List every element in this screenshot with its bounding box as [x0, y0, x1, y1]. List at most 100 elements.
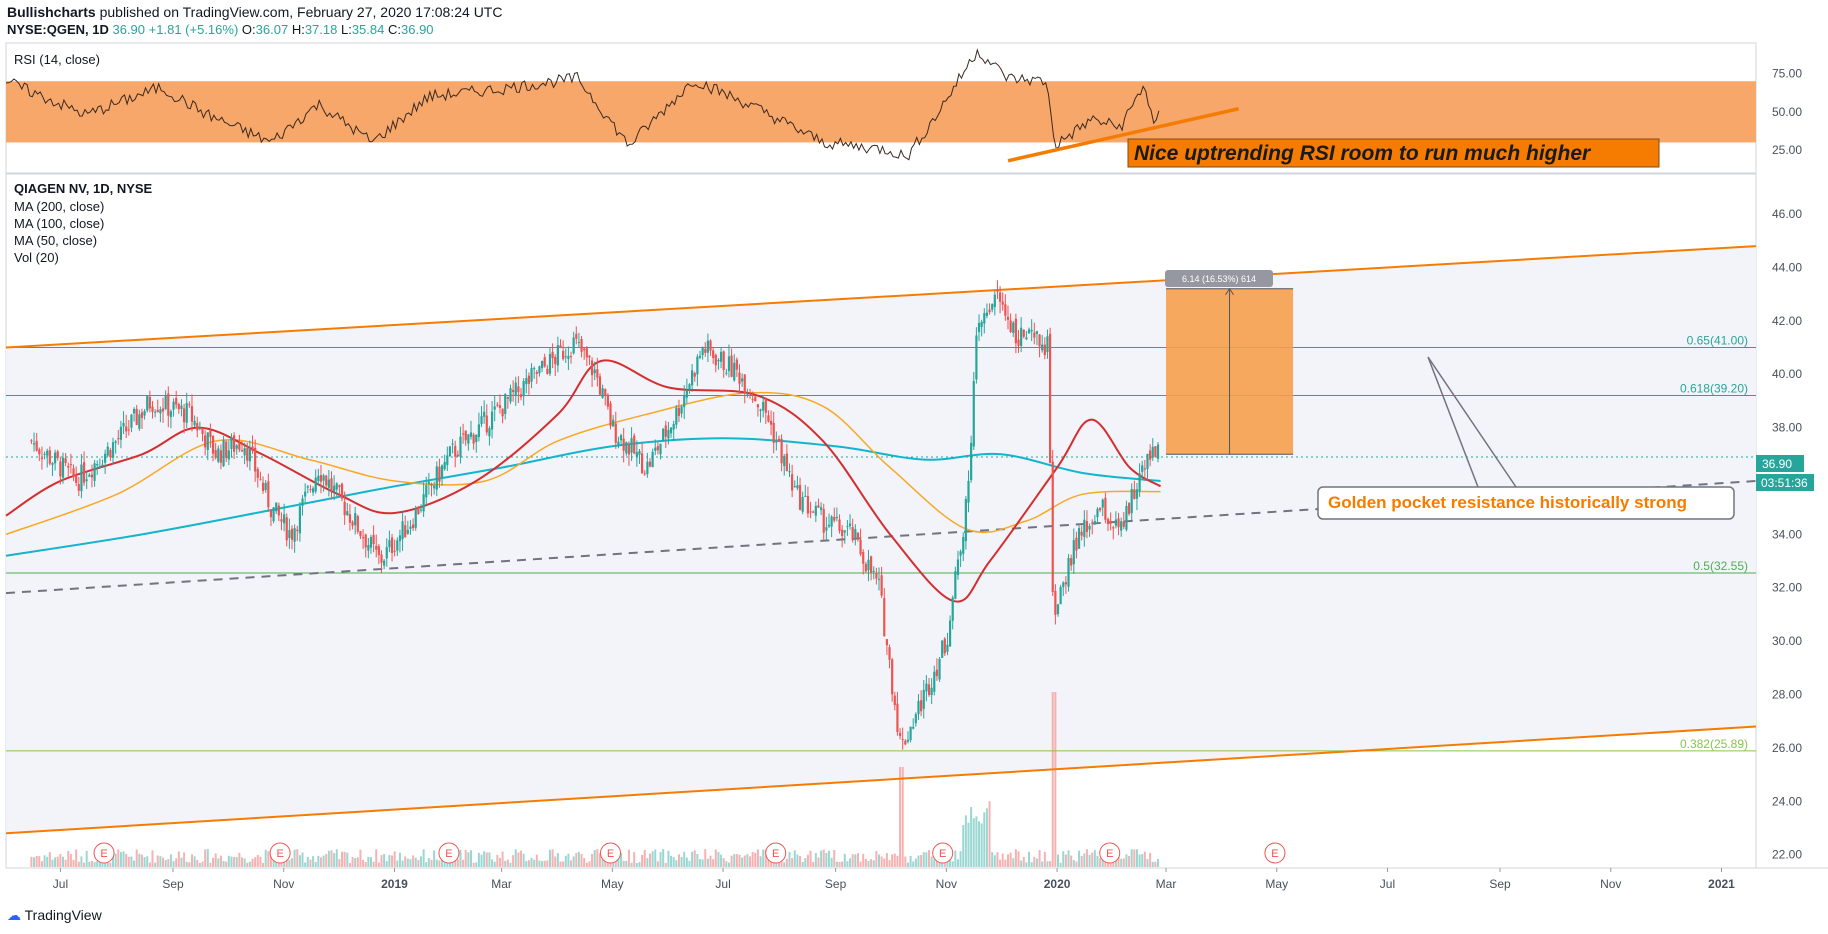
- candle-body[interactable]: [698, 355, 702, 358]
- candle-body[interactable]: [772, 422, 775, 443]
- candle-body[interactable]: [383, 560, 386, 566]
- candle-body[interactable]: [719, 351, 723, 362]
- candle-body[interactable]: [483, 411, 486, 417]
- candle-body[interactable]: [1056, 604, 1060, 614]
- candle-body[interactable]: [1093, 521, 1096, 525]
- candle-body[interactable]: [56, 451, 59, 458]
- candle-body[interactable]: [925, 683, 928, 692]
- candle-body[interactable]: [1062, 582, 1065, 588]
- candle-body[interactable]: [1109, 520, 1112, 524]
- candle-body[interactable]: [938, 658, 941, 680]
- candle-body[interactable]: [827, 524, 831, 527]
- candle-body[interactable]: [438, 466, 441, 482]
- candle-body[interactable]: [756, 404, 760, 408]
- candle-body[interactable]: [712, 350, 715, 358]
- candle-body[interactable]: [562, 350, 565, 360]
- candle-body[interactable]: [904, 740, 907, 745]
- candle-body[interactable]: [701, 348, 704, 356]
- candle-body[interactable]: [1046, 336, 1049, 353]
- candle-body[interactable]: [967, 480, 970, 503]
- candle-body[interactable]: [90, 474, 94, 478]
- candle-body[interactable]: [633, 435, 636, 454]
- candle-body[interactable]: [401, 521, 404, 540]
- candle-body[interactable]: [1133, 489, 1136, 499]
- candle-body[interactable]: [640, 453, 644, 474]
- candle-body[interactable]: [135, 408, 138, 425]
- earnings-icon[interactable]: [93, 842, 115, 864]
- candle-body[interactable]: [941, 640, 944, 658]
- candle-body[interactable]: [111, 442, 115, 458]
- candle-body[interactable]: [540, 360, 544, 369]
- candle-body[interactable]: [1054, 590, 1057, 615]
- candle-body[interactable]: [741, 378, 744, 382]
- candle-body[interactable]: [970, 442, 973, 481]
- candle-body[interactable]: [298, 506, 302, 534]
- candle-body[interactable]: [672, 423, 675, 430]
- candle-body[interactable]: [951, 597, 954, 621]
- candle-body[interactable]: [577, 342, 581, 344]
- candle-body[interactable]: [40, 457, 44, 459]
- candle-body[interactable]: [169, 411, 173, 418]
- candle-body[interactable]: [527, 375, 531, 384]
- candle-body[interactable]: [856, 532, 860, 538]
- candle-body[interactable]: [680, 406, 683, 414]
- earnings-icon[interactable]: [1099, 842, 1121, 864]
- candle-body[interactable]: [498, 405, 502, 408]
- candle-body[interactable]: [343, 501, 346, 516]
- candle-body[interactable]: [61, 457, 65, 478]
- candle-body[interactable]: [556, 345, 559, 366]
- candle-body[interactable]: [588, 355, 591, 358]
- candle-body[interactable]: [630, 438, 633, 453]
- candle-body[interactable]: [425, 485, 428, 498]
- candle-body[interactable]: [522, 380, 525, 397]
- candle-body[interactable]: [190, 406, 194, 422]
- candle-body[interactable]: [993, 294, 996, 307]
- candle-body[interactable]: [225, 441, 228, 459]
- earnings-icon[interactable]: [438, 842, 460, 864]
- candle-body[interactable]: [448, 446, 452, 457]
- candle-body[interactable]: [906, 739, 910, 742]
- candle-body[interactable]: [814, 505, 817, 516]
- candle-body[interactable]: [238, 443, 241, 450]
- candle-body[interactable]: [504, 394, 507, 414]
- candle-body[interactable]: [217, 448, 220, 462]
- candle-body[interactable]: [127, 429, 130, 431]
- candle-body[interactable]: [35, 440, 38, 451]
- candle-body[interactable]: [85, 479, 88, 482]
- candle-body[interactable]: [390, 537, 394, 553]
- candle-body[interactable]: [285, 517, 288, 541]
- candle-body[interactable]: [477, 424, 480, 438]
- candle-body[interactable]: [104, 453, 107, 463]
- candle-body[interactable]: [211, 435, 215, 454]
- candle-body[interactable]: [796, 485, 799, 489]
- candle-body[interactable]: [54, 452, 57, 464]
- candle-body[interactable]: [422, 494, 425, 512]
- candle-body[interactable]: [893, 695, 896, 706]
- candle-body[interactable]: [804, 495, 807, 497]
- candle-body[interactable]: [346, 511, 349, 515]
- candle-body[interactable]: [590, 360, 594, 376]
- candle-body[interactable]: [727, 356, 731, 372]
- candle-body[interactable]: [1114, 519, 1118, 526]
- candle-body[interactable]: [396, 540, 399, 551]
- candle-body[interactable]: [161, 408, 165, 412]
- candle-body[interactable]: [469, 432, 473, 437]
- candle-body[interactable]: [706, 340, 710, 353]
- candle-body[interactable]: [1091, 522, 1094, 524]
- candle-body[interactable]: [872, 570, 875, 572]
- candle-body[interactable]: [348, 514, 352, 523]
- candle-body[interactable]: [1077, 528, 1081, 549]
- candle-body[interactable]: [317, 475, 320, 481]
- candle-body[interactable]: [575, 333, 578, 339]
- candle-body[interactable]: [385, 547, 388, 559]
- candle-body[interactable]: [214, 450, 217, 458]
- candle-body[interactable]: [1135, 489, 1139, 499]
- candle-body[interactable]: [517, 386, 520, 393]
- candle-body[interactable]: [333, 485, 336, 492]
- candle-body[interactable]: [830, 516, 833, 527]
- earnings-icon[interactable]: [600, 842, 622, 864]
- candle-body[interactable]: [888, 647, 891, 660]
- candle-body[interactable]: [935, 669, 939, 677]
- candle-body[interactable]: [506, 397, 509, 399]
